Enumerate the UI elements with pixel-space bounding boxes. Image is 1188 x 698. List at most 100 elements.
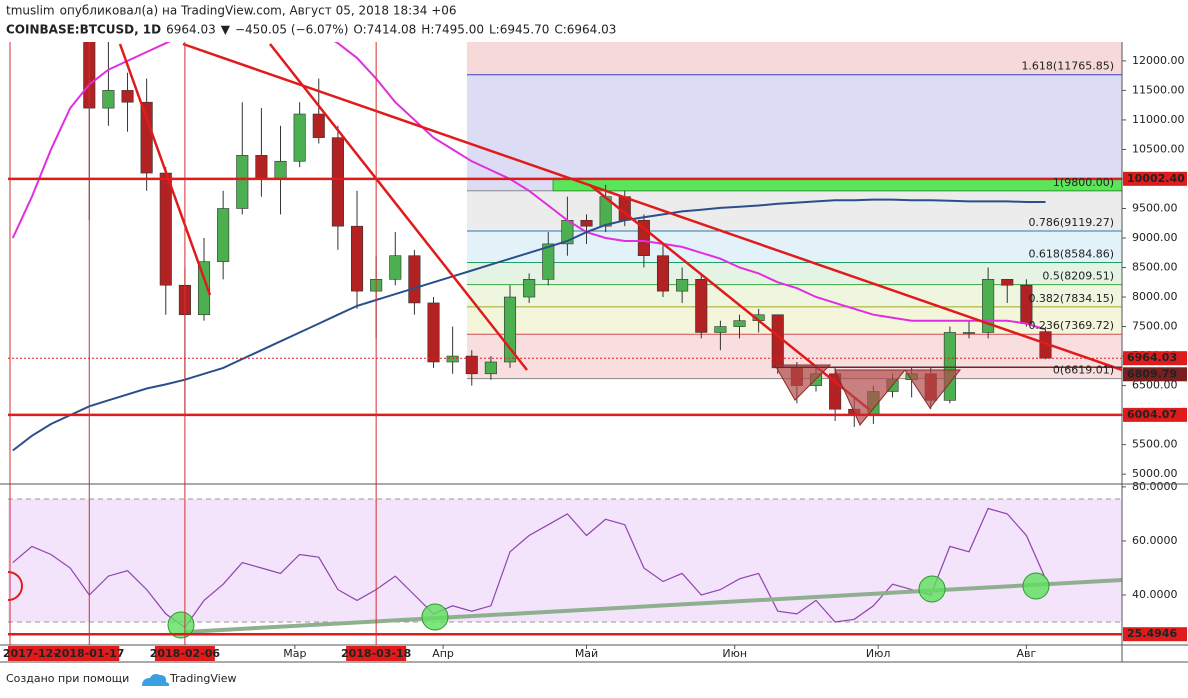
x-tick-label: Июн [722,647,747,660]
y-tick-label: 6500.00 [1132,379,1178,392]
rsi-highlight [421,603,449,631]
candle-body [943,332,956,401]
price-tag [1123,171,1187,186]
price-tag-label: 6964.03 [1127,351,1177,364]
rsi-trend-line [184,578,1122,634]
trend-line [182,42,1122,372]
y-tick-label: 5500.00 [1132,438,1178,451]
date-tag-label: 2018-02-06 [150,647,221,660]
candle-body [408,255,421,304]
y-tick-label: 11000.00 [1132,113,1185,126]
candle-body [676,279,689,292]
candle-body [484,361,497,375]
candle-body [446,355,459,363]
candle-body [771,314,784,369]
overlay: tmuslim опубликовал(а) на TradingView.com… [0,4,1188,686]
fib-zone [466,74,1122,191]
fib-label: 0.5(8209.51) [1042,270,1114,283]
header-text: C:6964.03 [554,23,616,37]
header-text: ▼ [221,23,231,37]
header-text: 6964.03 [166,23,216,37]
line-series [11,42,1046,331]
candle-body [427,302,440,363]
candle-body [733,320,746,327]
header-text: COINBASE:BTCUSD, 1D [6,23,161,37]
y-tick-label: 7500.00 [1132,320,1178,333]
x-tick-label: Авг [1016,647,1036,660]
y-tick-label: 9500.00 [1132,201,1178,214]
price-tag [1123,351,1187,366]
resistance-zone [552,178,1122,192]
candle-body [236,155,249,209]
trend-line [589,184,871,411]
y-tick-label: 8000.00 [1132,290,1178,303]
y-tick-label: 10500.00 [1132,142,1185,155]
fib-label: 0.382(7834.15) [1028,292,1114,305]
y-tick-label: 60.0000 [1132,534,1178,547]
date-tag [8,646,68,661]
price-tag-label: 10002.40 [1127,172,1185,185]
date-tag [346,646,407,661]
header-text: H:7495.00 [421,23,484,37]
candle-body [962,332,976,334]
candle-body [255,155,268,180]
fib-label: 1(9800.00) [1053,176,1114,189]
candle-body [331,137,344,227]
candle-body [350,225,364,292]
pattern-triangle [904,369,962,409]
candle-body [197,261,211,316]
price-tag [1123,407,1187,422]
y-tick-label: 12000.00 [1132,54,1185,67]
x-tick-label: Апр [432,647,454,660]
candle-body [140,101,153,174]
date-tag-label: 2017-12-31 [3,647,73,660]
fib-label: 1.618(11765.85) [1021,60,1114,73]
candle-body [523,279,536,298]
fib-label: 0.786(9119.27) [1028,216,1114,229]
rsi-band [8,499,1122,623]
date-tag [59,646,120,661]
header-text: −450.05 (−6.07%) [235,23,348,37]
rsi-highlight [918,575,946,603]
candle-body [503,296,517,363]
candle-body [293,113,306,162]
trend-line [118,43,212,296]
fib-label: 0.618(8584.86) [1028,248,1114,261]
candle-body [389,255,402,280]
y-tick-label: 40.0000 [1132,588,1178,601]
date-tag-label: 2018-01-17 [54,647,124,660]
price-pane [8,42,1122,452]
candle-body [580,219,593,227]
x-tick-label: Мар [283,647,306,660]
price-tag [1123,627,1187,642]
candle-body [542,243,555,280]
rsi-highlight [1022,572,1050,600]
fib-zone [466,190,1122,231]
date-tag [154,646,215,661]
rsi-arc [8,571,23,601]
header-text: O:7414.08 [353,23,416,37]
price-tag-label: 25.4946 [1127,627,1177,640]
fib-label: 0(6619.01) [1053,364,1114,377]
candle-body [121,90,134,103]
fib-label: 0.236(7369.72) [1028,319,1114,332]
y-tick-label: 11500.00 [1132,83,1185,96]
y-tick-label: 80.0000 [1132,480,1178,493]
header-text: L:6945.70 [489,23,549,37]
footer-text: Создано при помощи [6,672,129,685]
candle-body [102,90,115,109]
price-tag-label: 6809.79 [1127,367,1177,380]
candle-body [159,172,172,286]
y-tick-label: 8500.00 [1132,261,1178,274]
candle-body [656,255,670,292]
fib-zone [466,262,1122,285]
rsi-highlight [167,611,195,639]
header-text: tmuslim [6,4,55,18]
candle-body [982,279,995,333]
x-tick-label: Май [575,647,598,660]
candle-body [1001,279,1014,286]
pattern-triangle [774,364,832,401]
trend-line [269,43,528,371]
candle-body [465,355,478,375]
brand-name: TradingView [169,672,236,685]
